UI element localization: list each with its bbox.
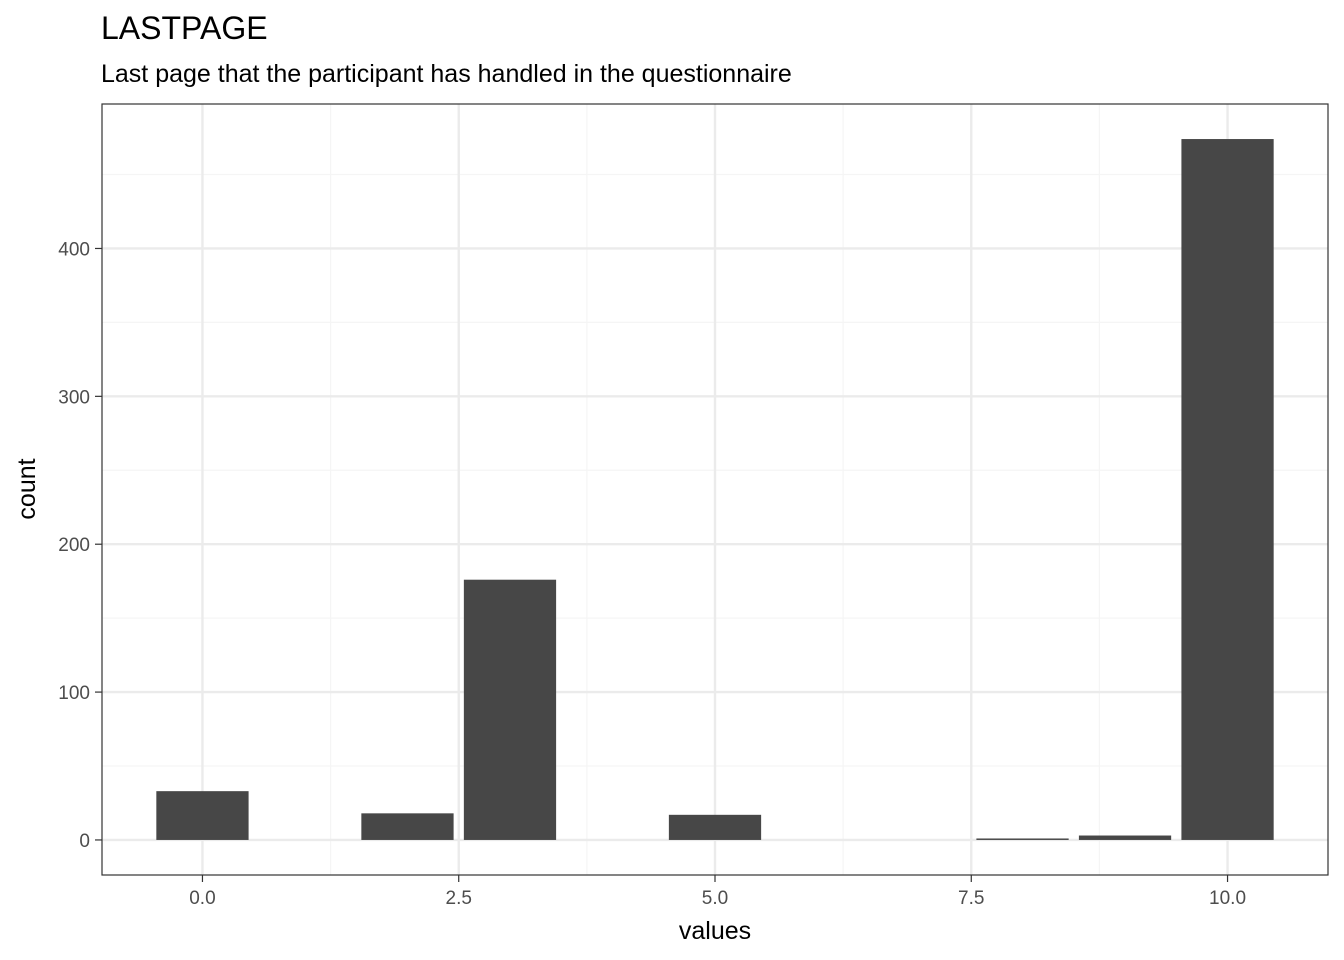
bar-3 xyxy=(463,579,557,840)
major-gridlines xyxy=(102,104,1328,875)
x-tick-label: 10.0 xyxy=(1209,888,1246,909)
bar-10 xyxy=(1181,139,1274,840)
y-tick-label: 400 xyxy=(58,239,90,260)
y-tick-label: 200 xyxy=(58,535,90,556)
bars xyxy=(156,139,1274,840)
x-tick-label: 7.5 xyxy=(958,888,984,909)
y-tick-label: 0 xyxy=(79,831,90,852)
bar-9 xyxy=(1078,835,1172,840)
chart-title: LASTPAGE xyxy=(101,10,268,46)
y-tick-label: 300 xyxy=(58,387,90,408)
y-axis-ticks: 0 100 200 300 400 xyxy=(58,239,102,852)
x-tick-label: 0.0 xyxy=(189,888,215,909)
x-axis-ticks: 0.0 2.5 5.0 7.5 10.0 xyxy=(189,875,1246,909)
x-tick-label: 2.5 xyxy=(446,888,472,909)
bar-8 xyxy=(976,838,1069,840)
y-axis-title: count xyxy=(13,458,41,519)
chart-subtitle: Last page that the participant has handl… xyxy=(101,60,792,88)
bar-2 xyxy=(361,813,454,840)
bar-5 xyxy=(668,814,762,840)
x-tick-label: 5.0 xyxy=(702,888,728,909)
x-axis-title: values xyxy=(679,917,751,945)
y-tick-label: 100 xyxy=(58,683,90,704)
bar-0 xyxy=(156,791,249,840)
